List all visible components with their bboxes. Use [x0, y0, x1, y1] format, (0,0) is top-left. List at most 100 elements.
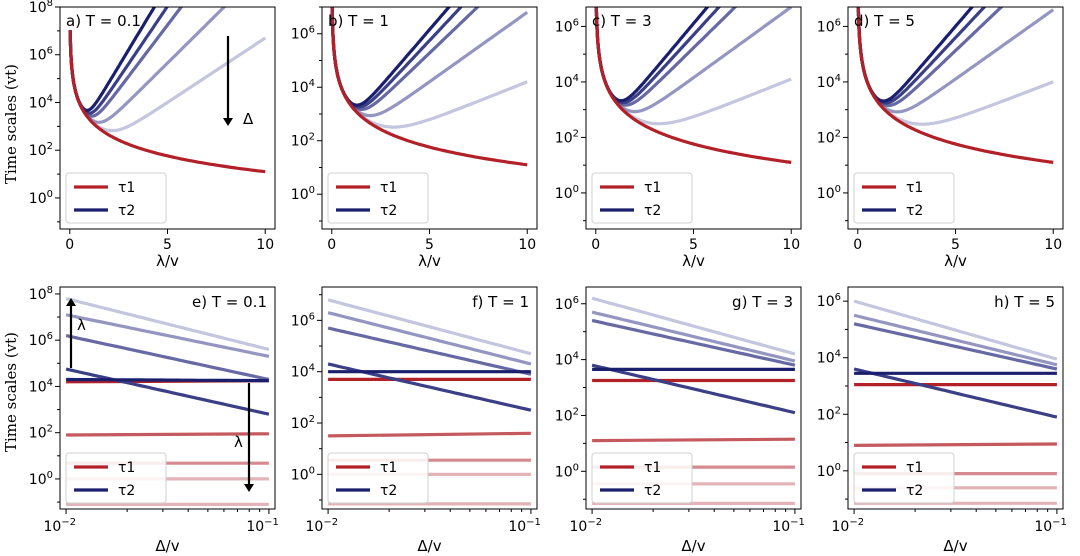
x-axis-label: λ/v — [418, 252, 441, 270]
y-tick-label: 102 — [817, 405, 841, 423]
axes-frame — [585, 286, 802, 510]
legend-label-tau1: τ1 — [644, 180, 661, 196]
y-axis-label-bottom: Time scales (vt) — [2, 332, 20, 452]
x-tick-label: 10 — [782, 237, 800, 253]
tau2-line — [853, 313, 1058, 367]
arrow-lambda-up-head — [66, 298, 76, 306]
y-tick-label: 104 — [555, 351, 579, 369]
tau1-line — [854, 442, 1057, 447]
legend-label-tau1: τ1 — [380, 180, 397, 196]
tau2-line — [853, 299, 1058, 361]
tau1-line — [68, 28, 266, 174]
series-group — [853, 299, 1058, 505]
y-tick-label: 108 — [29, 0, 53, 16]
x-tick-label: 10−2 — [570, 517, 603, 535]
tau2-line — [65, 367, 270, 416]
tau2-line — [591, 363, 796, 415]
y-tick-label: 100 — [29, 470, 53, 488]
annotation-lambda-up: λ — [77, 316, 86, 334]
x-tick-label: 10−1 — [1034, 517, 1067, 535]
tau2-line — [591, 310, 796, 363]
x-tick-label: 5 — [163, 237, 172, 253]
legend-box — [853, 172, 955, 224]
y-tick-label: 106 — [555, 295, 579, 313]
legend-box — [591, 172, 693, 224]
tau2-line — [65, 334, 270, 382]
y-tick-label: 104 — [817, 349, 841, 367]
x-axis-label: Δ/v — [155, 537, 179, 555]
series-group — [327, 298, 532, 506]
legend-label-tau1: τ1 — [118, 460, 135, 476]
y-tick-label: 106 — [29, 331, 53, 349]
x-tick-label: 10 — [256, 237, 274, 253]
x-tick-label: 10−2 — [832, 517, 865, 535]
legend-box — [65, 452, 167, 504]
tau1-line — [594, 7, 792, 164]
tau2-line — [65, 297, 270, 351]
tau1-line — [330, 7, 528, 167]
legend-box — [853, 452, 955, 504]
y-tick-label: 108 — [29, 285, 53, 303]
y-tick-label: 106 — [291, 311, 315, 329]
x-tick-label: 10−1 — [246, 517, 279, 535]
y-tick-label: 102 — [29, 141, 53, 159]
panel-title: a) T = 0.1 — [66, 12, 141, 30]
y-tick-label: 102 — [555, 406, 579, 424]
x-axis-label: λ/v — [944, 252, 967, 270]
series-group — [591, 296, 796, 505]
tau2-line — [853, 367, 1058, 419]
y-tick-label: 104 — [29, 377, 53, 395]
x-tick-label: 0 — [65, 237, 74, 253]
x-tick-label: 10−1 — [772, 517, 805, 535]
legend-label-tau1: τ1 — [380, 460, 397, 476]
annotation-lambda-down: λ — [234, 433, 243, 451]
x-axis-label: Δ/v — [943, 537, 967, 555]
y-tick-label: 100 — [291, 185, 315, 203]
legend-label-tau2: τ2 — [380, 483, 397, 499]
legend-label-tau1: τ1 — [644, 460, 661, 476]
series-group — [65, 297, 270, 506]
y-tick-label: 104 — [291, 363, 315, 381]
axes-frame — [321, 286, 538, 510]
tau2-line — [327, 298, 532, 356]
legend-label-tau1: τ1 — [906, 180, 923, 196]
tau2-line — [66, 377, 269, 383]
y-tick-label: 102 — [291, 414, 315, 432]
tau2-line — [853, 322, 1058, 371]
y-tick-label: 106 — [817, 292, 841, 310]
panel-title: g) T = 3 — [732, 293, 793, 311]
annotation-delta: Δ — [243, 110, 254, 128]
tau2-line — [68, 28, 267, 133]
y-tick-label: 104 — [817, 73, 841, 91]
legend-label-tau2: τ2 — [906, 203, 923, 219]
axes-frame — [59, 286, 276, 510]
y-tick-label: 106 — [817, 17, 841, 35]
tau2-line — [65, 313, 270, 358]
x-tick-label: 5 — [951, 237, 960, 253]
y-tick-label: 102 — [29, 424, 53, 442]
legend-box — [327, 172, 429, 224]
arrow-delta-head — [223, 118, 233, 126]
panel-title: b) T = 1 — [328, 12, 389, 30]
y-tick-label: 102 — [555, 128, 579, 146]
y-tick-label: 102 — [817, 128, 841, 146]
legend-label-tau2: τ2 — [380, 203, 397, 219]
x-axis-label: Δ/v — [681, 537, 705, 555]
panel-title: h) T = 5 — [994, 293, 1055, 311]
y-tick-label: 100 — [555, 184, 579, 202]
arrow-lambda-down-head — [244, 484, 254, 492]
y-tick-label: 102 — [291, 132, 315, 150]
tau2-line — [591, 296, 796, 356]
